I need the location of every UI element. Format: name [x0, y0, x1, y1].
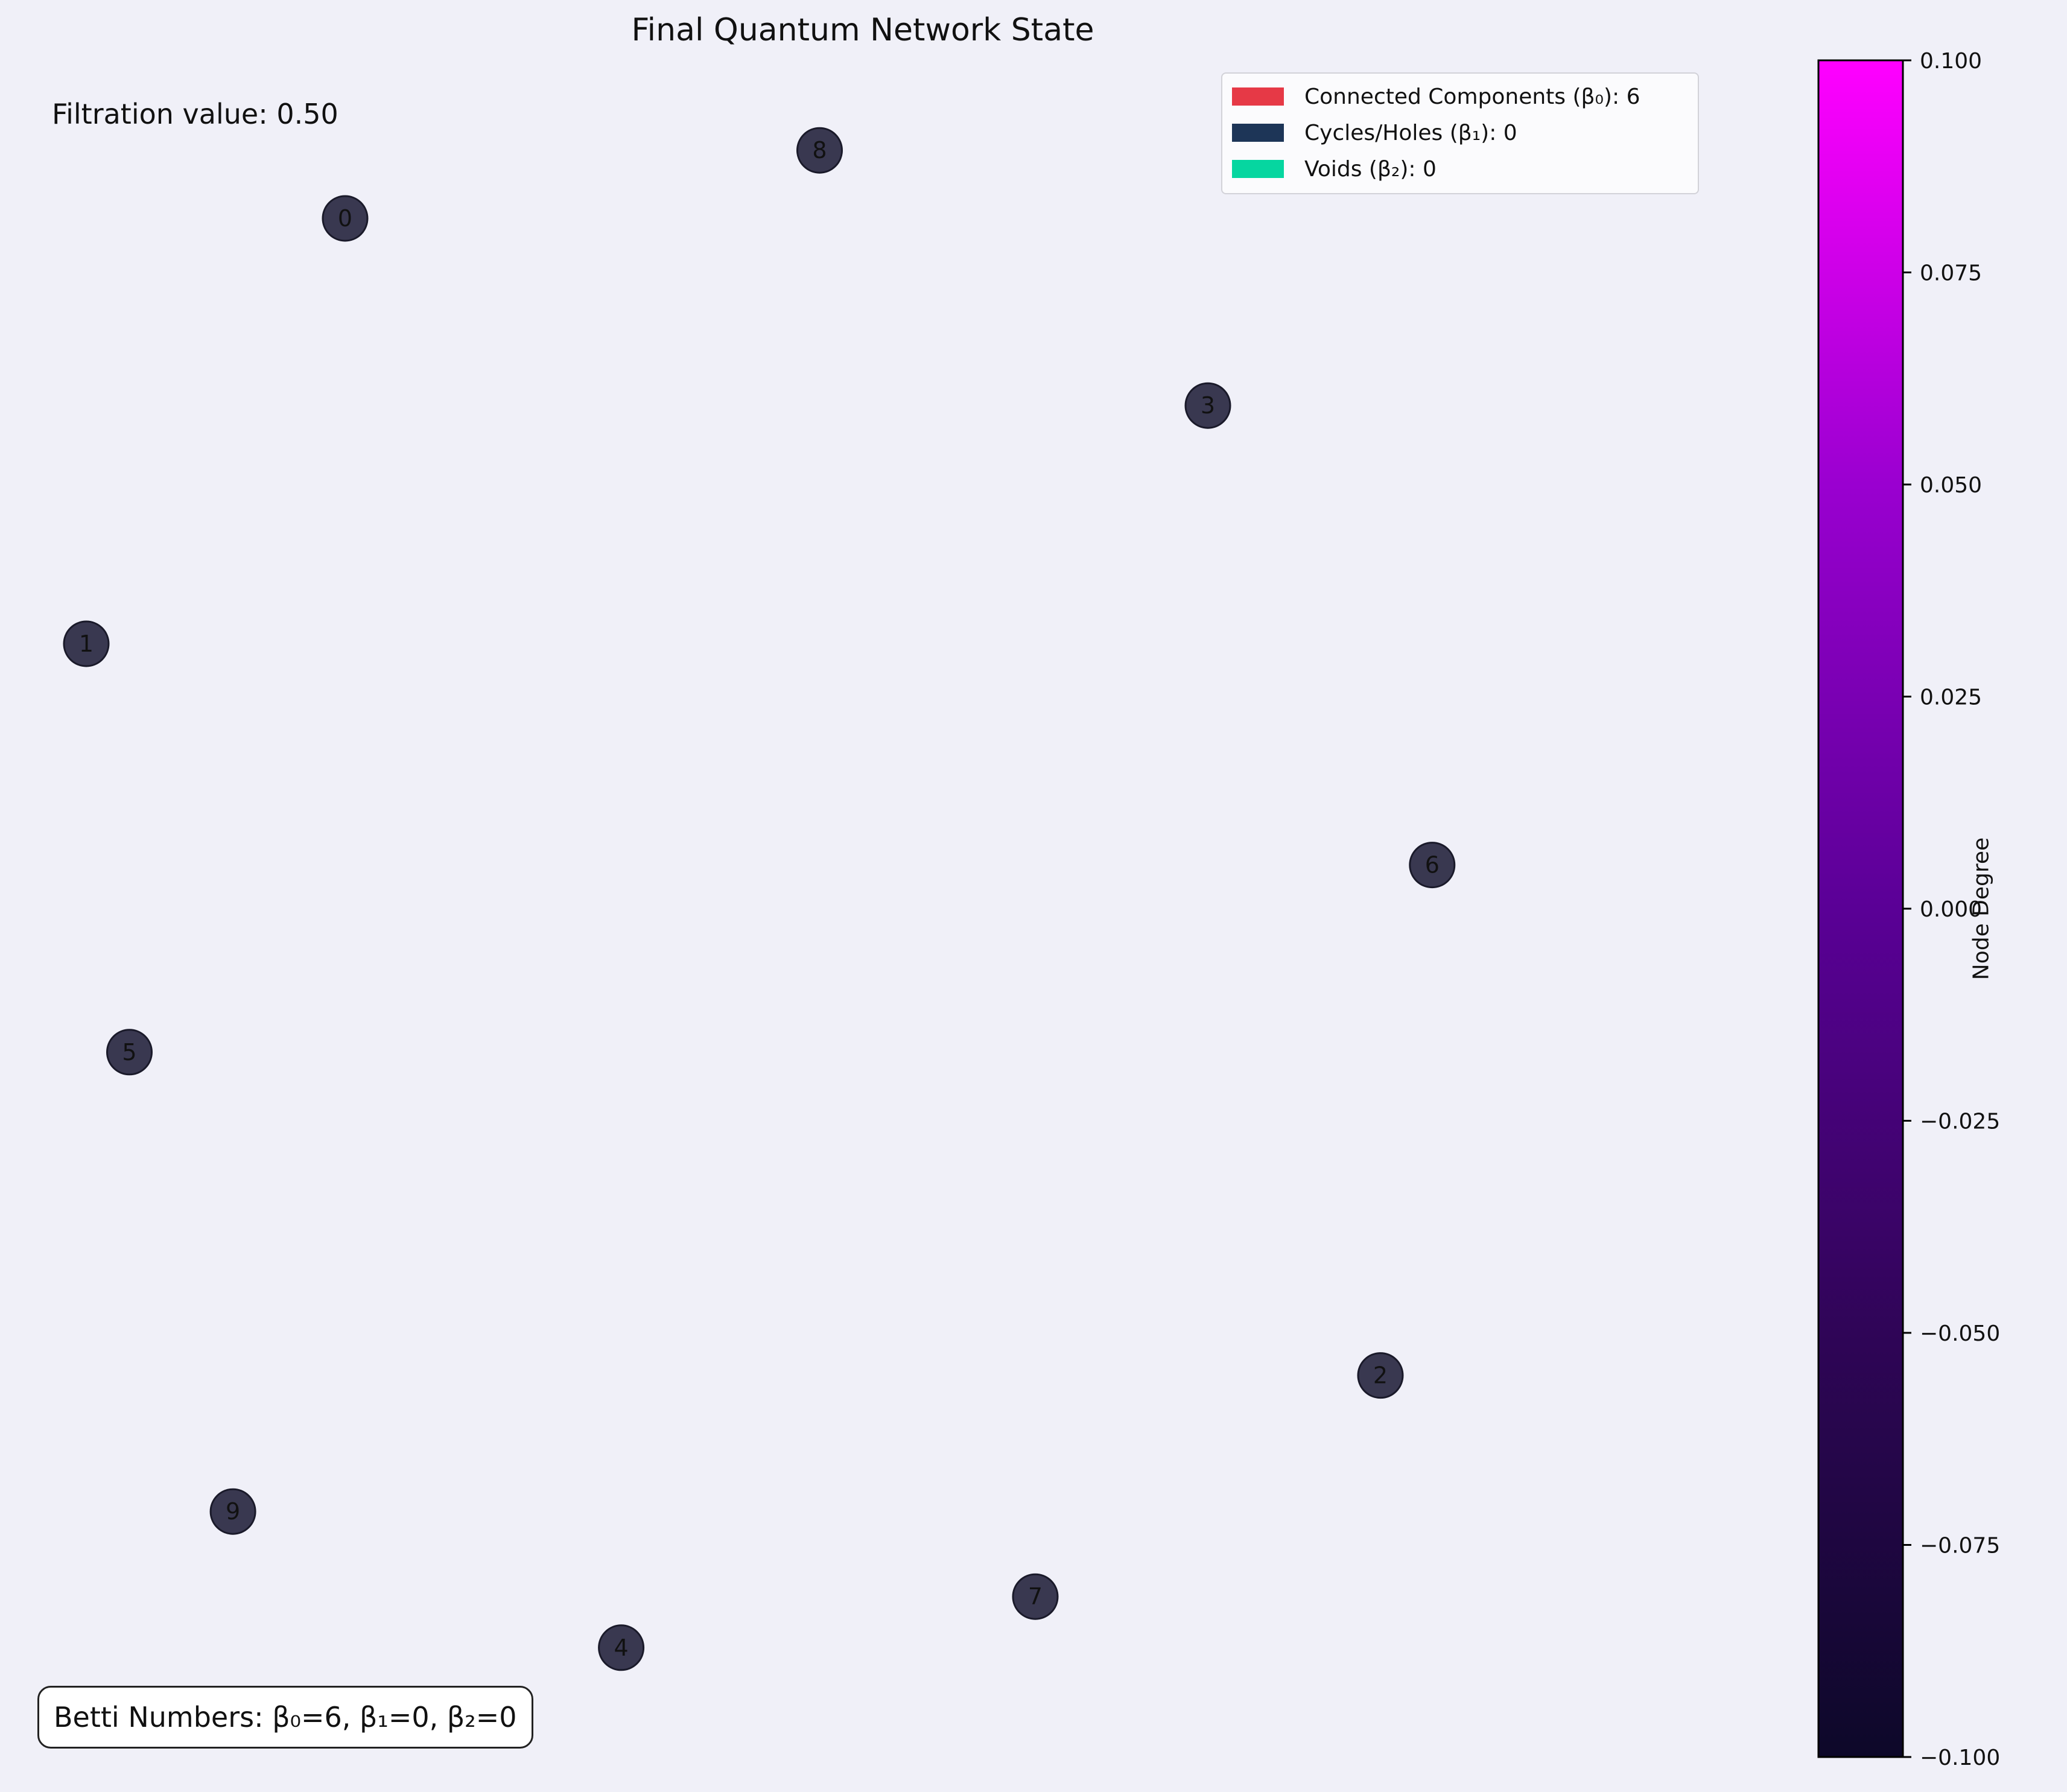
node-label: 7	[1028, 1583, 1043, 1610]
node-7: 7	[1012, 1573, 1059, 1620]
legend-item-voids: Voids (β₂): 0	[1232, 156, 1437, 182]
colorbar-tick-label: −0.050	[1920, 1321, 2000, 1346]
legend-item-cycles: Cycles/Holes (β₁): 0	[1232, 121, 1517, 145]
node-4: 4	[598, 1624, 645, 1671]
node-6: 6	[1409, 842, 1456, 889]
colorbar-tick-label: −0.100	[1920, 1746, 2000, 1770]
node-1: 1	[63, 620, 110, 667]
node-marker	[322, 195, 369, 242]
colorbar-gradient	[1817, 59, 1904, 1758]
colorbar-tick-label: 0.100	[1920, 49, 1982, 74]
node-0: 0	[322, 195, 369, 242]
node-marker	[106, 1029, 153, 1076]
node-9: 9	[209, 1488, 256, 1535]
colorbar-tick-label: −0.075	[1920, 1534, 2000, 1558]
node-marker	[1184, 382, 1231, 429]
node-marker	[598, 1624, 645, 1671]
legend-label-cycles: Cycles/Holes (β₁): 0	[1304, 120, 1517, 145]
node-label: 5	[122, 1039, 136, 1066]
node-label: 8	[812, 137, 827, 164]
legend-label-components: Connected Components (β₀): 6	[1304, 84, 1640, 109]
colorbar-label: Node Degree	[1969, 837, 1994, 980]
node-label: 2	[1373, 1362, 1388, 1389]
node-2: 2	[1357, 1352, 1404, 1399]
legend: Connected Components (β₀): 6 Cycles/Hole…	[1221, 72, 1699, 194]
node-5: 5	[106, 1029, 153, 1076]
colorbar-tick-label: 0.000	[1920, 897, 1982, 922]
nodes-layer: 0 1 2 3 4 5 6 7 8 9	[63, 127, 1456, 1671]
node-marker	[1357, 1352, 1404, 1399]
node-marker	[1409, 842, 1456, 889]
node-label: 1	[79, 631, 94, 657]
betti-numbers-text: Betti Numbers: β₀=6, β₁=0, β₂=0	[54, 1701, 517, 1733]
node-label: 6	[1425, 852, 1440, 879]
node-label: 3	[1201, 392, 1215, 419]
legend-item-components: Connected Components (β₀): 6	[1232, 84, 1640, 109]
node-marker	[63, 620, 110, 667]
node-marker	[796, 127, 843, 174]
legend-swatch-components	[1232, 87, 1284, 106]
betti-numbers-box: Betti Numbers: β₀=6, β₁=0, β₂=0	[37, 1686, 533, 1749]
colorbar-tick-label: −0.025	[1920, 1110, 2000, 1134]
node-label: 0	[338, 205, 352, 232]
filtration-label: Filtration value: 0.50	[52, 98, 338, 130]
legend-label-voids: Voids (β₂): 0	[1304, 156, 1437, 182]
colorbar-tick-label: 0.025	[1920, 685, 1982, 710]
colorbar-tick-label: 0.075	[1920, 261, 1982, 286]
node-label: 4	[614, 1635, 629, 1661]
node-label: 9	[226, 1498, 240, 1525]
legend-swatch-cycles	[1232, 124, 1284, 142]
node-marker	[1012, 1573, 1059, 1620]
node-marker	[209, 1488, 256, 1535]
chart-title: Final Quantum Network State	[631, 12, 1094, 48]
colorbar-tick-label: 0.050	[1920, 473, 1982, 498]
legend-swatch-voids	[1232, 160, 1284, 178]
colorbar: 0.100 0.075 0.050 0.025 0.000 −0.025 −0.050 −0.…	[1817, 49, 2000, 1770]
node-8: 8	[796, 127, 843, 174]
node-3: 3	[1184, 382, 1231, 429]
